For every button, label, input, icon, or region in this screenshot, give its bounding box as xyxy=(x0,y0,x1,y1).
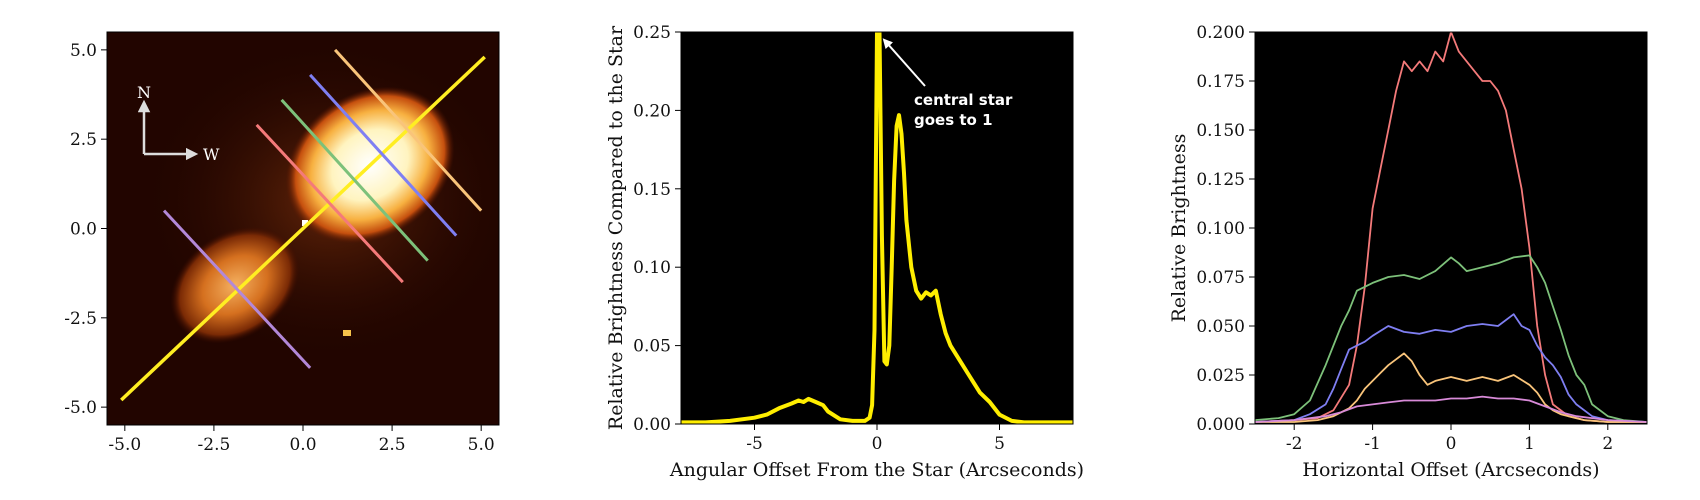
image-y-ticks: -5.0 -2.5 0.0 2.5 5.0 xyxy=(64,41,107,418)
annotation-line-1: central star xyxy=(914,91,1013,109)
cuts-series-line-4 xyxy=(1255,352,1647,423)
profile-y-tick-label: 0.05 xyxy=(633,337,671,357)
cuts-x-tick-label: -1 xyxy=(1364,434,1381,454)
cuts-plot-area xyxy=(1255,32,1647,424)
cuts-series xyxy=(1255,32,1647,423)
profile-y-axis-label: Relative Brightness Compared to the Star xyxy=(605,25,627,430)
image-x-tick-label: 0.0 xyxy=(289,435,316,455)
slit-line-6 xyxy=(333,48,483,212)
cuts-y-tick-label: 0.200 xyxy=(1196,23,1245,43)
profile-x-tick-label: 0 xyxy=(872,434,883,454)
profile-x-axis-label: Angular Offset From the Star (Arcseconds… xyxy=(669,459,1084,481)
compass-west-label: W xyxy=(203,145,220,164)
profile-y-tick-label: 0.00 xyxy=(633,415,671,435)
annotation-line-2: goes to 1 xyxy=(914,111,993,129)
image-y-tick-label: 2.5 xyxy=(70,130,97,150)
cuts-series-line-3 xyxy=(1255,313,1647,423)
image-y-tick-label: -2.5 xyxy=(64,309,97,329)
image-x-ticks: -5.0 -2.5 0.0 2.5 5.0 xyxy=(108,425,495,455)
cuts-y-tick-label: 0.125 xyxy=(1196,170,1245,190)
nebula-image xyxy=(120,32,499,402)
slit-line-5 xyxy=(309,73,458,237)
cuts-x-tick-label: 2 xyxy=(1602,434,1613,454)
image-y-tick-label: 0.0 xyxy=(70,220,97,240)
slit-lines xyxy=(120,48,486,402)
cuts-y-tick-label: 0.000 xyxy=(1196,415,1245,435)
slit-line-3 xyxy=(255,123,404,284)
profile-y-tick-label: 0.20 xyxy=(633,101,671,121)
cuts-series-line-5 xyxy=(1255,395,1647,423)
image-panel: N W -5.0 -2.5 0.0 2.5 5.0 -5.0 -2.5 0.0 2.5 5.0 xyxy=(64,31,500,455)
compass-north-label: N xyxy=(137,83,151,102)
profile-x-ticks: -5 0 5 xyxy=(746,424,1005,454)
image-x-tick-label: 2.5 xyxy=(379,435,406,455)
cuts-series-line-2 xyxy=(1255,254,1647,423)
profile-panel: central star goes to 1 -5 0 5 0.00 0.05 0.10… xyxy=(605,23,1084,481)
cuts-y-tick-label: 0.025 xyxy=(1196,366,1245,386)
profile-x-tick-label: -5 xyxy=(746,434,763,454)
cuts-y-tick-label: 0.150 xyxy=(1196,121,1245,141)
image-y-tick-label: 5.0 xyxy=(70,41,97,61)
image-x-tick-label: -5.0 xyxy=(108,435,141,455)
central-star-annotation: central star goes to 1 xyxy=(882,38,1013,129)
cuts-x-ticks: -2 -1 0 1 2 xyxy=(1286,424,1613,454)
cuts-series-line-1 xyxy=(1255,32,1647,423)
cuts-y-ticks: 0.000 0.025 0.050 0.075 0.100 0.125 0.150 0.175… xyxy=(1196,23,1255,435)
profile-y-ticks: 0.00 0.05 0.10 0.15 0.20 0.25 xyxy=(633,23,681,435)
cuts-y-axis-label: Relative Brightness xyxy=(1168,134,1190,323)
cuts-x-tick-label: 0 xyxy=(1446,434,1457,454)
profile-y-tick-label: 0.25 xyxy=(633,23,671,43)
profile-y-tick-label: 0.15 xyxy=(633,180,671,200)
profile-y-tick-label: 0.10 xyxy=(633,258,671,278)
central-star xyxy=(302,220,308,226)
compass: N W xyxy=(137,83,220,164)
cuts-x-axis-label: Horizontal Offset (Arcseconds) xyxy=(1302,459,1599,481)
slit-line-2 xyxy=(162,209,312,369)
cuts-x-tick-label: -2 xyxy=(1286,434,1303,454)
cuts-y-tick-label: 0.175 xyxy=(1196,72,1245,92)
cuts-y-tick-label: 0.075 xyxy=(1196,268,1245,288)
field-star xyxy=(343,330,351,336)
annotation-arrow xyxy=(882,38,926,87)
cuts-y-tick-label: 0.050 xyxy=(1196,317,1245,337)
profile-series-line-1 xyxy=(681,32,1073,424)
cuts-panel: -2 -1 0 1 2 0.0000.0250.0500.0750.1000.1250.… xyxy=(1168,23,1648,481)
image-x-tick-label: -2.5 xyxy=(198,435,231,455)
cuts-y-tick-label: 0.100 xyxy=(1196,219,1245,239)
slit-line-4 xyxy=(280,98,429,262)
cuts-x-tick-label: 1 xyxy=(1524,434,1535,454)
slit-line-1 xyxy=(120,55,486,402)
image-y-tick-label: -5.0 xyxy=(64,398,97,418)
profile-x-tick-label: 5 xyxy=(994,434,1005,454)
profile-series xyxy=(681,32,1073,424)
image-x-tick-label: 5.0 xyxy=(468,435,495,455)
